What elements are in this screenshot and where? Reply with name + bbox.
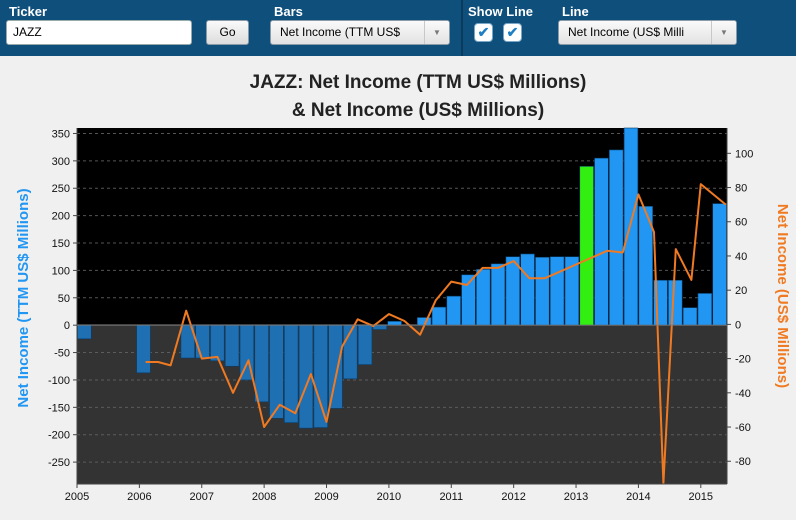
chart-title-line1: JAZZ: Net Income (TTM US$ Millions)	[250, 72, 587, 93]
y-tick-label-left: -50	[54, 348, 70, 360]
y-tick-label-right: 100	[735, 148, 753, 160]
y-tick-label-right: -60	[735, 422, 751, 434]
chart-title-line2: & Net Income (US$ Millions)	[292, 100, 544, 121]
y-tick-label-left: 0	[64, 320, 70, 332]
y-tick-label-right: 0	[735, 319, 741, 331]
y-tick-label-right: 40	[735, 251, 747, 263]
bar	[328, 324, 343, 409]
bar	[712, 203, 727, 326]
bar	[520, 253, 535, 326]
y-tick-label-left: 50	[58, 293, 70, 305]
bar	[195, 324, 210, 359]
go-button[interactable]: Go	[206, 20, 249, 45]
x-tick-label: 2011	[439, 491, 463, 503]
toolbar-divider	[461, 0, 463, 56]
bar	[535, 256, 550, 326]
y-axis-left-label: Net Income (TTM US$ Millions)	[15, 188, 32, 407]
x-tick-label: 2008	[252, 491, 276, 503]
ticker-label: Ticker	[9, 4, 48, 19]
x-tick-label: 2013	[564, 491, 588, 503]
y-tick-label-left: 150	[52, 238, 70, 250]
x-tick-label: 2009	[314, 491, 338, 503]
x-tick-label: 2015	[689, 491, 713, 503]
bar	[476, 269, 491, 326]
y-tick-label-right: -40	[735, 388, 751, 400]
y-tick-label-left: 200	[52, 211, 70, 223]
y-tick-label-left: 300	[52, 156, 70, 168]
y-tick-label-right: 20	[735, 285, 747, 297]
y-tick-label-left: -150	[48, 402, 70, 414]
bar	[431, 306, 447, 326]
bar	[446, 295, 461, 326]
line-label: Line	[562, 4, 589, 19]
y-tick-label-left: 100	[52, 265, 70, 277]
bar	[136, 324, 151, 374]
bar	[313, 324, 328, 428]
toolbar: Ticker JAZZ Go Bars Net Income (TTM US$ …	[0, 0, 796, 56]
bar	[387, 321, 402, 326]
line-series-path	[145, 183, 727, 485]
axes: 350300250200150100500-50-100-150-200-250…	[48, 128, 753, 503]
x-tick-label: 2007	[190, 491, 214, 503]
y-tick-label-right: -20	[735, 354, 751, 366]
bar	[77, 324, 92, 340]
y-axis-right-label: Net Income (US$ Millions)	[774, 204, 791, 388]
line-series	[145, 183, 727, 485]
bar	[609, 149, 624, 326]
show-line-checkbox[interactable]: ✔	[503, 23, 522, 42]
y-tick-label-left: 350	[52, 128, 70, 140]
y-tick-label-left: -200	[48, 430, 70, 442]
bar	[697, 293, 713, 326]
y-tick-label-left: -100	[48, 375, 70, 387]
bar	[682, 307, 698, 326]
bar	[269, 324, 284, 419]
show-bars-checkbox[interactable]: ✔	[474, 23, 493, 42]
y-tick-label-left: 250	[52, 183, 70, 195]
bar	[224, 324, 240, 367]
plot-lower-region	[77, 324, 727, 484]
bar	[579, 166, 594, 326]
bar	[623, 127, 639, 326]
y-tick-label-right: -80	[735, 456, 751, 468]
show-line-label: Show Line	[468, 4, 533, 19]
bar	[254, 324, 269, 403]
x-tick-label: 2005	[65, 491, 89, 503]
line-select-value: Net Income (US$ Milli	[568, 25, 685, 39]
bar	[549, 256, 565, 326]
x-tick-label: 2014	[626, 491, 650, 503]
line-select[interactable]: Net Income (US$ Milli ▼	[558, 20, 737, 45]
ticker-input[interactable]: JAZZ	[6, 20, 192, 45]
bars-select[interactable]: Net Income (TTM US$ ▼	[270, 20, 450, 45]
x-tick-label: 2012	[501, 491, 525, 503]
bar	[490, 263, 506, 326]
x-tick-label: 2006	[127, 491, 151, 503]
bar	[505, 256, 520, 326]
chevron-down-icon: ▼	[711, 21, 736, 44]
bar	[668, 279, 683, 326]
bars-label: Bars	[274, 4, 303, 19]
x-tick-label: 2010	[377, 491, 401, 503]
chart: JAZZ: Net Income (TTM US$ Millions) & Ne…	[15, 72, 791, 503]
bars-select-value: Net Income (TTM US$	[280, 25, 401, 39]
y-tick-label-right: 60	[735, 217, 747, 229]
y-tick-label-left: -250	[48, 457, 70, 469]
y-tick-label-right: 80	[735, 183, 747, 195]
bar	[594, 157, 609, 326]
bar	[357, 324, 373, 365]
chevron-down-icon: ▼	[424, 21, 449, 44]
bar	[210, 324, 225, 362]
